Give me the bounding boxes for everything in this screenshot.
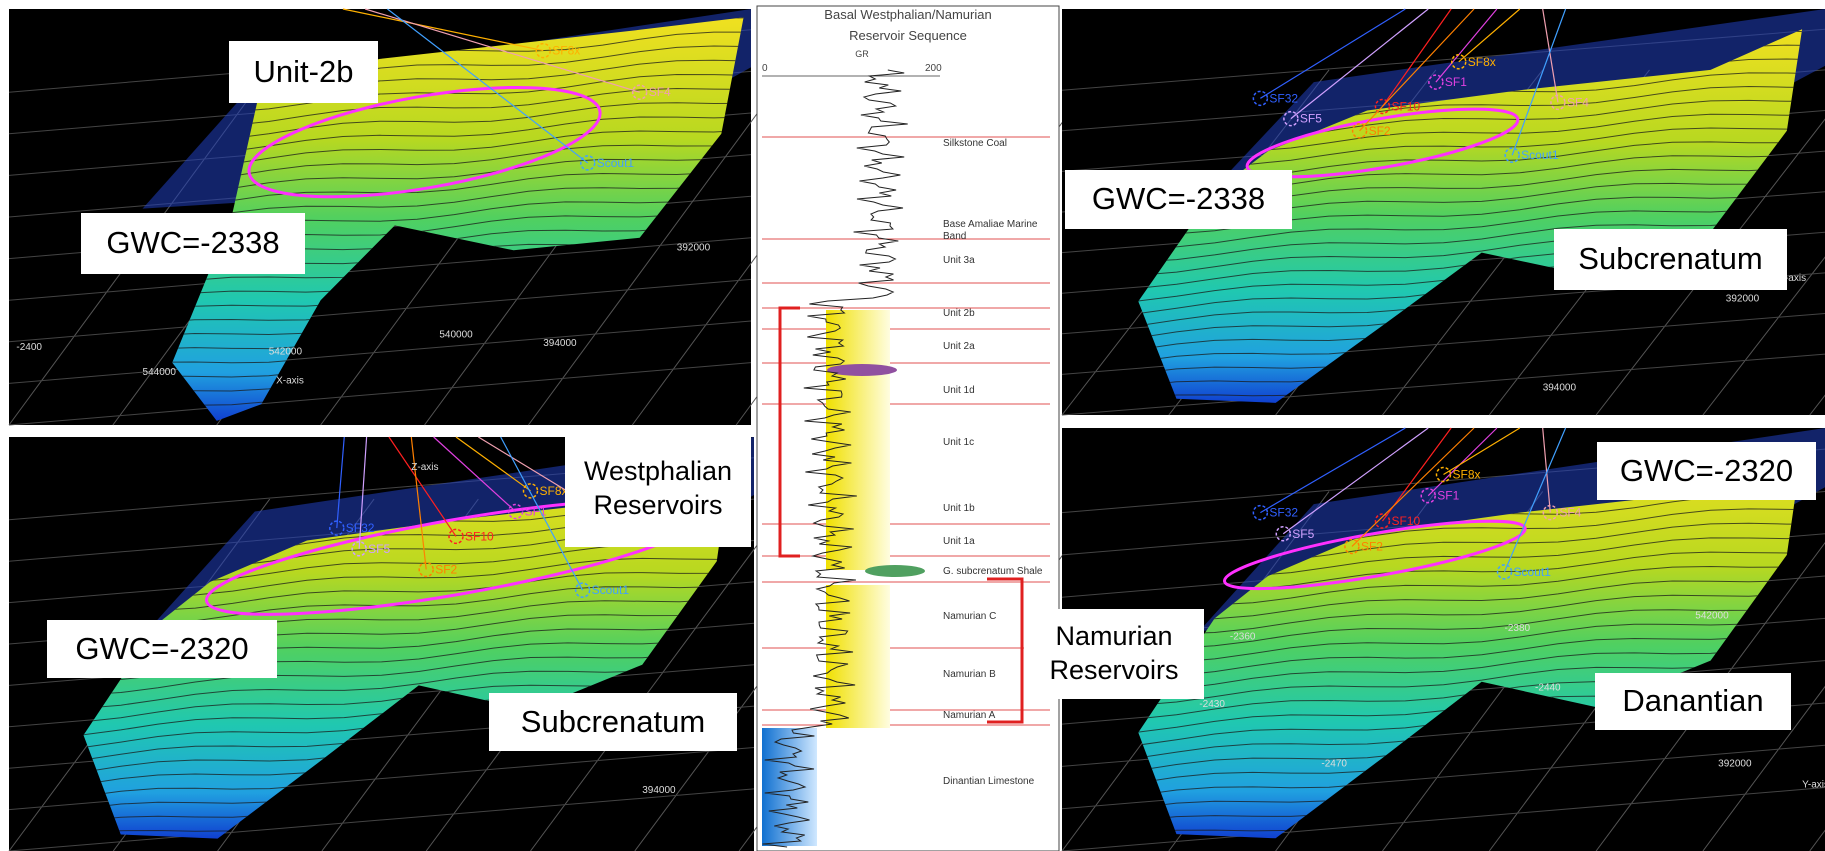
zone-label: Dinantian Limestone	[943, 776, 1053, 788]
zone-label: Base Amaliae Marine Band	[943, 219, 1053, 243]
well-log: Basal Westphalian/Namurian Reservoir Seq…	[757, 6, 1059, 851]
axis-label: 392000	[677, 242, 711, 253]
well-label: SF4	[649, 85, 671, 99]
well-label: SF5	[1292, 527, 1314, 541]
well-label: SF2	[1369, 124, 1391, 138]
zone-label: Unit 2b	[943, 308, 1053, 320]
surface-box: Subcrenatum	[489, 693, 737, 751]
axis-label: 394000	[1543, 383, 1577, 394]
axis-label: X-axis	[276, 375, 304, 386]
well-label: SF5	[368, 542, 390, 556]
gwc-box: GWC=-2320	[1597, 442, 1816, 500]
well-label: SF8x	[540, 484, 568, 498]
axis-label: -2400	[16, 342, 42, 353]
log-frame	[757, 6, 1059, 851]
well-label: SF32	[1269, 91, 1298, 105]
zone-label: Namurian C	[943, 611, 1053, 623]
axis-label: -2470	[1321, 758, 1347, 769]
well-label: SF1	[1437, 489, 1459, 503]
shale-fill	[865, 565, 925, 577]
limestone-fill	[762, 728, 817, 846]
axis-label: -2360	[1230, 632, 1256, 643]
well-label: Scout1	[592, 583, 630, 597]
gwc-box: GWC=-2338	[81, 213, 305, 274]
sand-fill	[826, 585, 890, 728]
axis-label: 542000	[1695, 610, 1729, 621]
well-label: SF2	[1361, 539, 1383, 553]
axis-label: -2440	[1535, 682, 1561, 693]
well-label: SF10	[465, 529, 494, 543]
well-label: Scout1	[1514, 565, 1552, 579]
label-box: Unit-2b	[229, 41, 378, 103]
gwc-box: GWC=-2338	[1065, 170, 1292, 229]
scale-max: 200	[925, 63, 942, 74]
zone-label: Unit 1a	[943, 536, 1053, 548]
annotation-box: Westphalian Reservoirs	[565, 431, 751, 547]
shale-fill	[827, 364, 897, 376]
figure: SF8x SF4 Scout1 544000 542000 540000 394000 392…	[0, 0, 1825, 851]
axis-label: Z-axis	[411, 462, 438, 473]
well-label: SF32	[1269, 506, 1298, 520]
zone-label: Unit 1b	[943, 503, 1053, 515]
zone-label: Unit 2a	[943, 341, 1053, 353]
gwc-box: GWC=-2320	[47, 620, 277, 678]
zone-label: G. subcrenatum Shale	[943, 566, 1053, 578]
well-label: SF1	[1445, 75, 1467, 89]
curve-name: GR	[855, 49, 869, 59]
axis-label: 540000	[439, 330, 473, 341]
well-label: Scout1	[597, 156, 635, 170]
well-label: SF10	[1391, 99, 1420, 113]
zone-label: Silkstone Coal	[943, 138, 1053, 150]
zone-label: Unit 1c	[943, 437, 1053, 449]
page: SF8x SF4 Scout1 544000 542000 540000 394000 392…	[0, 0, 1825, 851]
zone-label: Unit 1d	[943, 385, 1053, 397]
log-title: Basal Westphalian/Namurian	[824, 7, 991, 22]
axis-label: 542000	[269, 346, 303, 357]
well-label: SF8x	[1453, 468, 1481, 482]
well-label: SF4	[1559, 506, 1581, 520]
well-label: SF4	[1567, 95, 1589, 109]
axis-label: -2430	[1199, 699, 1225, 710]
axis-label: Y-axis	[1802, 780, 1825, 791]
zone-label: Unit 3a	[943, 255, 1053, 267]
well-label: Scout1	[1521, 148, 1559, 162]
zone-label: Namurian A	[943, 710, 1053, 722]
axis-label: 544000	[143, 367, 177, 378]
axis-label: 394000	[642, 785, 676, 796]
well-label: SF2	[435, 562, 457, 576]
well-label: SF8x	[1468, 55, 1496, 69]
axis-label: 394000	[543, 338, 577, 349]
axis-label: -2380	[1505, 623, 1531, 634]
surface-box: Danantian	[1595, 673, 1791, 730]
surface-box: Subcrenatum	[1554, 229, 1787, 290]
scale-min: 0	[762, 63, 768, 74]
axis-label: 392000	[1726, 293, 1760, 304]
well-label: SF5	[1300, 112, 1322, 126]
log-subtitle: Reservoir Sequence	[849, 28, 967, 43]
well-label: SF8x	[552, 44, 580, 58]
axis-label: 392000	[1718, 758, 1752, 769]
zone-label: Namurian B	[943, 669, 1053, 681]
well-label: SF10	[1391, 514, 1420, 528]
